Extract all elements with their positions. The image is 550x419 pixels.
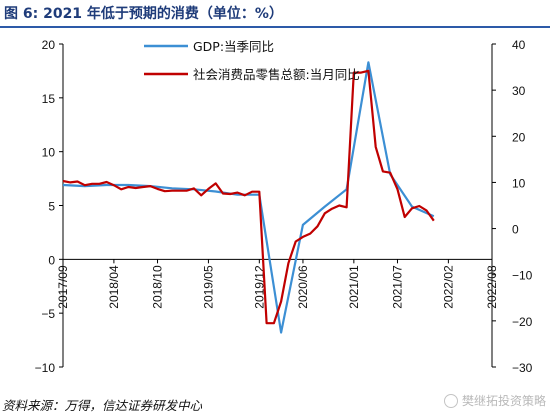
left-tick-label: 5: [48, 200, 55, 214]
x-tick-label: 2018/10: [151, 265, 165, 309]
watermark-text: 樊继拓投资策略: [461, 394, 546, 408]
right-tick-label: 40: [512, 38, 526, 52]
left-tick-label: −10: [35, 361, 56, 375]
right-tick-label: 0: [512, 223, 519, 237]
x-tick-label: 2022/08: [485, 265, 499, 309]
legend-label-gdp: GDP:当季同比: [193, 39, 274, 54]
figure-title: 图 6: 2021 年低于预期的消费（单位：%）: [4, 6, 283, 22]
legend: GDP:当季同比 社会消费品零售总额:当月同比: [144, 39, 360, 82]
right-tick-label: −20: [512, 315, 533, 329]
left-axis: −10 −5 0 5 10 15 20: [35, 38, 64, 375]
x-tick-label: 2018/04: [107, 265, 121, 309]
right-tick-label: 30: [512, 84, 526, 98]
left-tick-label: 0: [48, 253, 55, 267]
watermark: 樊继拓投资策略: [443, 392, 546, 409]
x-tick-label: 2017/09: [56, 265, 70, 309]
left-tick-label: −5: [41, 307, 55, 321]
x-tick-label: 2021/07: [390, 265, 404, 309]
x-tick-label: 2022/02: [441, 265, 455, 309]
right-tick-label: 10: [512, 176, 526, 190]
x-tick-label: 2019/05: [201, 265, 215, 309]
source-note: 资料来源：万得，信达证券研发中心: [2, 398, 203, 413]
x-tick-label: 2019/12: [252, 265, 266, 309]
left-tick-label: 15: [42, 92, 56, 106]
right-tick-label: 20: [512, 130, 526, 144]
left-tick-label: 10: [42, 146, 56, 160]
x-axis: 2017/09 2018/04 2018/10 2019/05 2019/12 2020/…: [56, 258, 499, 309]
left-tick-label: 20: [42, 38, 56, 52]
series-line-retail: [62, 69, 435, 325]
x-tick-label: 2020/06: [296, 265, 310, 309]
series-layer: [62, 61, 435, 334]
legend-label-retail: 社会消费品零售总额:当月同比: [193, 67, 360, 82]
title-rule: [0, 26, 550, 28]
wechat-logo-icon: [443, 393, 458, 408]
right-tick-label: −30: [512, 361, 533, 375]
x-tick-label: 2021/01: [347, 265, 361, 309]
right-tick-label: −10: [512, 269, 533, 283]
right-axis: −30 −20 −10 0 10 20 30 40: [491, 38, 533, 375]
